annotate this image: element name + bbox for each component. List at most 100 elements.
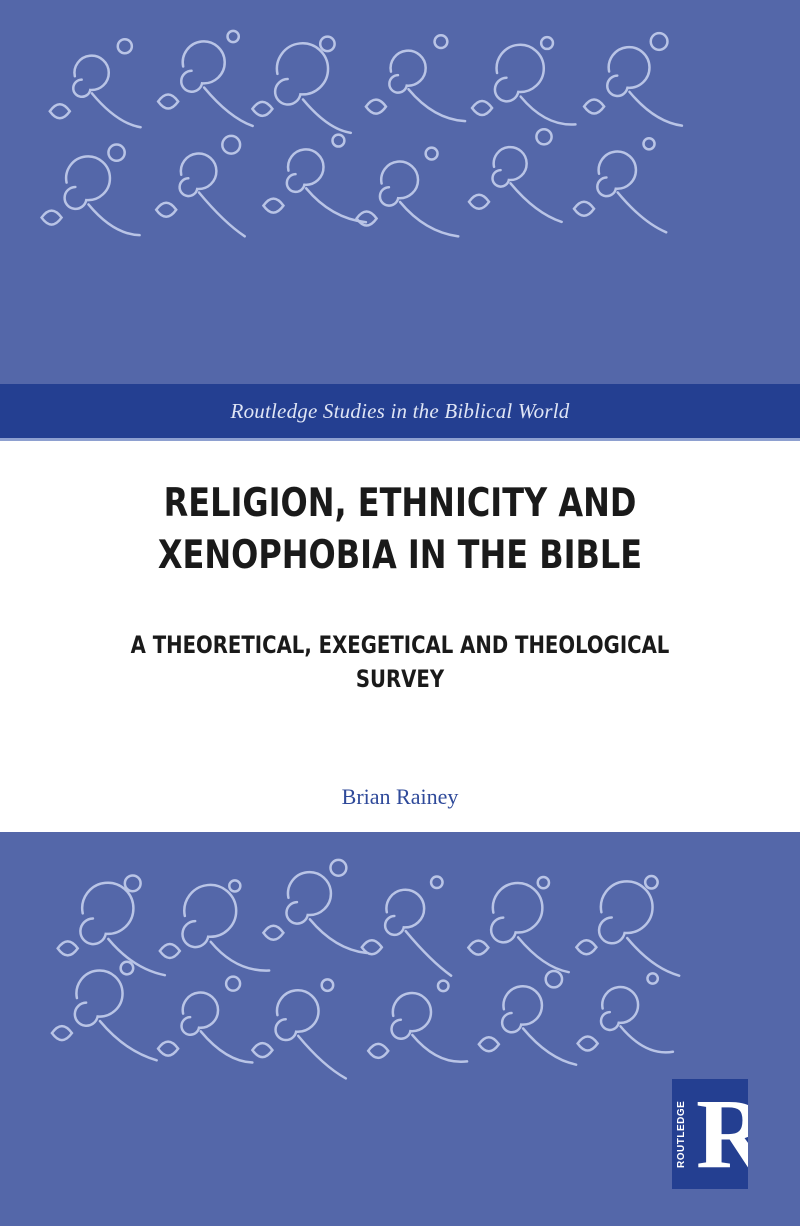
dot-ornament <box>536 875 551 890</box>
leaf-ornament <box>156 1040 180 1057</box>
vine-ornament <box>209 940 271 972</box>
vine-ornament <box>197 191 246 238</box>
swirl-ornament <box>72 54 111 99</box>
dot-ornament <box>107 143 126 162</box>
swirl-ornament <box>599 985 640 1032</box>
swirl-ornament <box>500 985 544 1034</box>
leaf-ornament <box>40 209 64 226</box>
subtitle-line-2: SURVEY <box>355 665 445 693</box>
dot-ornament <box>646 972 660 985</box>
dot-ornament <box>320 978 335 993</box>
leaf-ornament <box>158 942 182 960</box>
dot-ornament <box>221 134 242 155</box>
leaf-ornament <box>261 924 285 942</box>
vine-ornament <box>509 182 563 224</box>
leaf-ornament <box>574 939 598 956</box>
vine-ornament <box>625 936 681 977</box>
swirl-ornament <box>273 42 330 106</box>
vine-ornament <box>199 1030 254 1064</box>
series-name: Routledge Studies in the Biblical World <box>230 398 570 423</box>
dot-ornament <box>429 875 444 890</box>
swirl-ornament <box>73 969 124 1027</box>
leaf-ornament <box>156 93 180 110</box>
leaf-ornament <box>48 102 72 120</box>
leaf-ornament <box>470 99 494 117</box>
dot-ornament <box>649 31 669 52</box>
vine-ornament <box>411 1033 469 1064</box>
leaf-ornament <box>576 1035 600 1052</box>
vine-ornament <box>87 203 141 237</box>
dot-ornament <box>433 33 449 50</box>
leaf-ornament <box>467 193 491 211</box>
dot-ornament <box>544 969 564 989</box>
leaf-ornament <box>366 1042 390 1060</box>
title-line-2: XENOPHOBIA IN THE BIBLE <box>157 533 643 578</box>
vine-ornament <box>519 95 577 126</box>
swirl-ornament <box>63 155 112 211</box>
dot-ornament <box>539 35 555 51</box>
swirl-ornament <box>181 883 238 949</box>
dot-ornament <box>331 133 346 148</box>
author-name: Brian Rainey <box>341 784 459 809</box>
swirl-ornament <box>491 145 528 188</box>
leaf-ornament <box>50 1024 74 1042</box>
swirl-ornament <box>383 888 426 937</box>
swirl-ornament <box>388 49 427 94</box>
dot-ornament <box>424 146 439 161</box>
dot-ornament <box>119 960 135 976</box>
leaf-ornament <box>477 1035 501 1053</box>
book-subtitle: A THEORETICAL, EXEGETICAL AND THEOLOGICA… <box>72 628 728 696</box>
dot-ornament <box>329 858 348 877</box>
dot-ornament <box>535 127 553 146</box>
swirl-ornament <box>180 40 226 93</box>
swirl-ornament <box>493 43 546 103</box>
leaf-ornament <box>250 100 274 118</box>
routledge-logo: ROUTLEDGE R <box>672 1079 748 1189</box>
swirl-ornament <box>178 152 218 198</box>
swirl-ornament <box>596 150 638 198</box>
swirl-ornament <box>390 991 433 1040</box>
swirl-ornament <box>378 160 420 207</box>
vine-ornament <box>616 191 668 234</box>
dot-ornament <box>226 29 241 44</box>
swirl-ornament <box>489 881 544 944</box>
series-band: Routledge Studies in the Biblical World <box>0 384 800 441</box>
vine-ornament <box>308 918 368 955</box>
publisher-logo-letter: R <box>696 1079 748 1189</box>
dot-ornament <box>642 137 656 151</box>
vine-ornament <box>202 86 254 128</box>
vine-ornament <box>521 1027 578 1066</box>
vine-ornament <box>296 1034 348 1080</box>
vine-ornament <box>301 98 353 135</box>
vine-ornament <box>398 200 460 238</box>
leaf-ornament <box>572 200 596 218</box>
dot-ornament <box>116 37 134 55</box>
swirl-ornament <box>597 880 654 945</box>
vine-ornament <box>516 936 570 974</box>
floral-pattern-bottom <box>0 832 800 1226</box>
dot-ornament <box>643 874 659 890</box>
dot-ornament <box>318 35 336 53</box>
floral-pattern-top <box>0 0 800 384</box>
dot-ornament <box>436 979 450 993</box>
leaf-ornament <box>56 940 80 957</box>
vine-ornament <box>628 90 684 127</box>
publisher-logo-wordmark: ROUTLEDGE <box>676 1100 687 1168</box>
leaf-ornament <box>250 1041 274 1059</box>
swirl-ornament <box>285 148 325 194</box>
subtitle-line-1: A THEORETICAL, EXEGETICAL AND THEOLOGICA… <box>130 631 670 659</box>
vine-ornament <box>98 1019 158 1062</box>
swirl-ornament <box>606 45 651 98</box>
leaf-ornament <box>261 197 285 214</box>
vine-ornament <box>107 937 167 977</box>
vine-ornament <box>90 92 142 129</box>
swirl-ornament <box>180 991 220 1037</box>
vine-ornament <box>619 1025 675 1054</box>
vine-ornament <box>407 87 467 123</box>
dot-ornament <box>228 879 242 893</box>
dot-ornament <box>224 975 242 992</box>
swirl-ornament <box>79 881 135 946</box>
leaf-ornament <box>355 210 379 227</box>
dot-ornament <box>123 874 142 893</box>
title-line-1: RELIGION, ETHNICITY AND <box>163 481 637 526</box>
